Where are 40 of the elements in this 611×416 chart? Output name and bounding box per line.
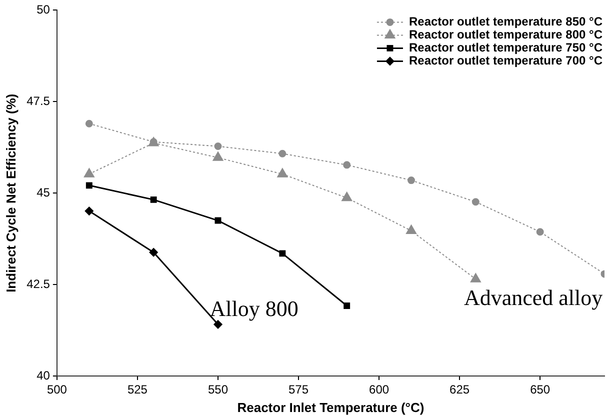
legend-label: Reactor outlet temperature 800 °C bbox=[408, 28, 603, 42]
legend-label: Reactor outlet temperature 700 °C bbox=[408, 54, 603, 68]
x-tick-label: 575 bbox=[288, 382, 309, 397]
point bbox=[279, 250, 286, 257]
y-tick-label: 45 bbox=[36, 185, 50, 200]
point bbox=[86, 182, 92, 189]
point bbox=[406, 225, 416, 234]
point bbox=[344, 302, 350, 309]
point bbox=[212, 152, 224, 161]
point bbox=[408, 176, 415, 184]
x-tick-label: 500 bbox=[46, 382, 68, 397]
point bbox=[472, 198, 480, 206]
y-tick-label: 42.5 bbox=[26, 276, 50, 291]
point bbox=[536, 228, 544, 236]
x-tick-label: 650 bbox=[530, 382, 550, 397]
legend-label: Reactor outlet temperature 750 °C bbox=[408, 40, 603, 55]
x-tick-label: 550 bbox=[208, 382, 228, 397]
point bbox=[470, 273, 481, 282]
point bbox=[277, 168, 288, 178]
annotation: Alloy 800 bbox=[210, 296, 298, 321]
point bbox=[343, 161, 351, 169]
x-tick-label: 600 bbox=[369, 382, 390, 397]
y-tick-label: 47.5 bbox=[26, 94, 50, 108]
point bbox=[214, 142, 222, 150]
point bbox=[342, 192, 352, 202]
x-tick-label: 525 bbox=[127, 382, 148, 397]
point bbox=[214, 217, 222, 224]
x-tick-label: 625 bbox=[450, 382, 470, 397]
point bbox=[278, 150, 286, 158]
y-axis-title: Indirect Cycle Net Efficiency (%) bbox=[3, 94, 18, 292]
point bbox=[84, 168, 94, 178]
x-axis-title: Reactor Inlet Temperature (°C) bbox=[237, 400, 424, 415]
y-tick-label: 50 bbox=[36, 2, 50, 17]
y-tick-label: 40 bbox=[36, 368, 50, 382]
point bbox=[150, 196, 157, 203]
legend-label: Reactor outlet temperature 850 °C bbox=[408, 14, 603, 29]
point bbox=[84, 206, 94, 216]
point bbox=[85, 120, 93, 128]
point bbox=[149, 248, 158, 257]
annotation: Advanced alloy bbox=[464, 284, 603, 310]
